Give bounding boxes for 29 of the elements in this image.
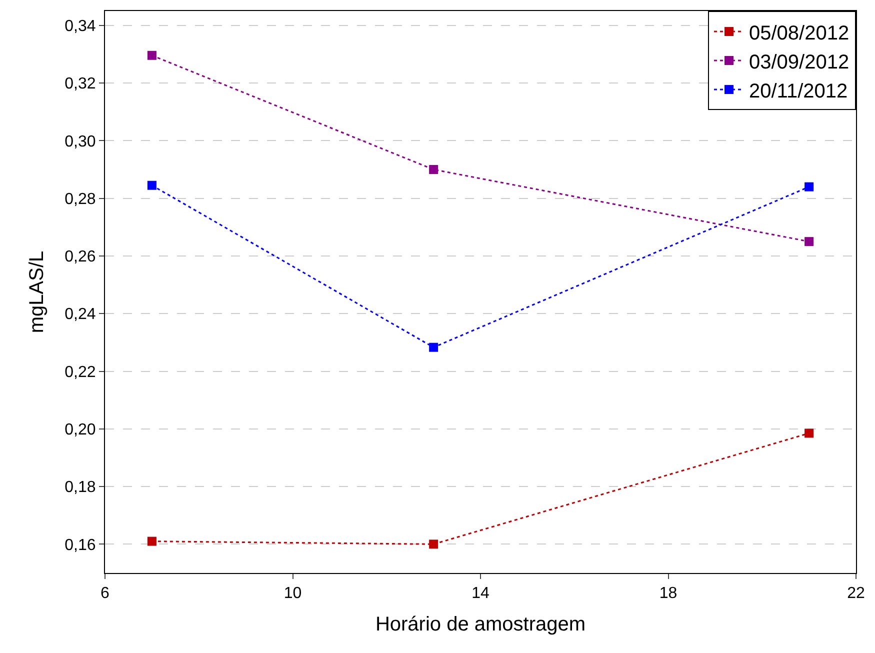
y-tick-label: 0,18 <box>64 479 96 496</box>
legend-label: 20/11/2012 <box>749 80 848 102</box>
legend-label: 05/08/2012 <box>749 22 850 44</box>
y-tick-label: 0,28 <box>64 190 96 208</box>
legend-label: 03/09/2012 <box>749 51 850 74</box>
y-axis-title: mgLAS/L <box>26 250 48 334</box>
point <box>429 165 438 174</box>
point <box>147 50 156 60</box>
y-tick-label: 0,30 <box>64 133 96 150</box>
y-tick-label: 0,20 <box>64 422 96 438</box>
y-tick-label: 0,34 <box>64 18 96 36</box>
y-tick-label: 0,22 <box>64 364 96 381</box>
point <box>429 342 438 352</box>
x-tick-label: 6 <box>100 585 110 602</box>
x-tick-label: 22 <box>847 585 865 602</box>
y-tick-label: 0,24 <box>64 306 96 324</box>
x-tick-label: 14 <box>472 585 490 602</box>
point <box>429 540 438 549</box>
point <box>804 237 814 246</box>
y-tick-label: 0,26 <box>64 248 96 266</box>
x-axis-title: Horário de amostragem <box>375 614 586 636</box>
x-tick-label: 10 <box>284 585 302 602</box>
y-tick-label: 0,32 <box>64 76 96 93</box>
point <box>804 428 814 438</box>
y-tick-label: 0,16 <box>64 536 96 554</box>
x-tick-label: 18 <box>659 585 678 602</box>
point <box>804 182 814 192</box>
point <box>147 536 156 546</box>
point <box>147 180 156 190</box>
